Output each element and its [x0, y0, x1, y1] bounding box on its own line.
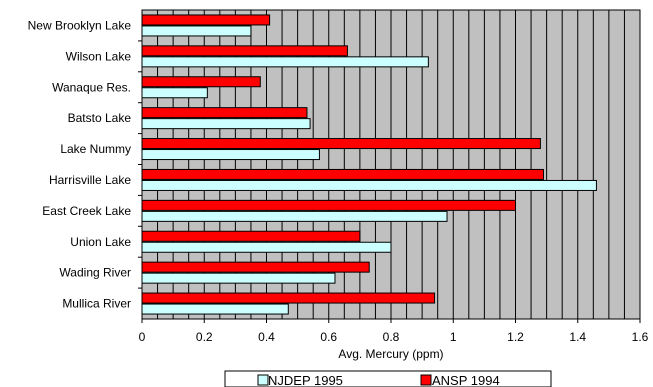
- x-tick-label: 1: [450, 330, 457, 344]
- legend-box: [224, 370, 552, 387]
- x-axis-title: Avg. Mercury (ppm): [338, 347, 443, 361]
- legend-swatch-njdep: [257, 374, 269, 386]
- x-tick-label: 1.2: [507, 330, 524, 344]
- bar-njdep-6: [141, 210, 448, 222]
- bar-njdep-2: [141, 87, 208, 99]
- bar-njdep-7: [141, 241, 392, 253]
- x-tick-label: 0.8: [383, 330, 400, 344]
- legend-swatch-ansp: [420, 374, 432, 386]
- bar-ansp-7: [141, 230, 361, 242]
- x-tick-label: 1.6: [632, 330, 649, 344]
- category-label: Batsto Lake: [68, 111, 132, 125]
- legend-label-njdep: NJDEP 1995: [268, 373, 343, 387]
- bar-njdep-8: [141, 272, 336, 284]
- bar-ansp-5: [141, 168, 545, 180]
- category-label: Wanaque Res.: [52, 80, 131, 94]
- bar-ansp-3: [141, 107, 308, 119]
- category-label: Union Lake: [70, 235, 131, 249]
- legend: NJDEP 1995 ANSP 1994: [224, 370, 552, 387]
- category-label: Wading River: [59, 266, 131, 280]
- bar-njdep-0: [141, 25, 252, 37]
- category-label: New Brooklyn Lake: [28, 18, 132, 32]
- x-tick-label: 0: [139, 330, 146, 344]
- bar-ansp-9: [141, 292, 436, 304]
- bar-ansp-0: [141, 14, 271, 26]
- category-label: Lake Nummy: [60, 142, 131, 156]
- x-tick-label: 0.2: [196, 330, 213, 344]
- x-tick-label: 0.6: [320, 330, 337, 344]
- category-labels: New Brooklyn Lake Wilson Lake Wanaque Res.…: [28, 18, 132, 310]
- category-label: Wilson Lake: [66, 49, 132, 63]
- bar-ansp-6: [141, 199, 516, 211]
- category-label: East Creek Lake: [42, 204, 131, 218]
- category-label: Mullica River: [62, 297, 131, 311]
- x-tick-label: 0.4: [258, 330, 275, 344]
- bar-ansp-8: [141, 261, 370, 273]
- bar-group: [141, 14, 597, 315]
- bar-njdep-3: [141, 118, 311, 130]
- x-tick-labels: 0 0.2 0.4 0.6 0.8 1 1.2 1.4 1.6: [139, 319, 649, 344]
- legend-label-ansp: ANSP 1994: [432, 373, 500, 387]
- bar-njdep-4: [141, 149, 320, 161]
- bar-njdep-1: [141, 56, 429, 68]
- bar-ansp-2: [141, 76, 261, 88]
- category-label: Harrisville Lake: [49, 173, 131, 187]
- x-tick-label: 1.4: [569, 330, 586, 344]
- bar-njdep-5: [141, 179, 597, 191]
- bar-ansp-1: [141, 45, 348, 57]
- bar-njdep-9: [141, 303, 289, 315]
- bar-ansp-4: [141, 138, 541, 150]
